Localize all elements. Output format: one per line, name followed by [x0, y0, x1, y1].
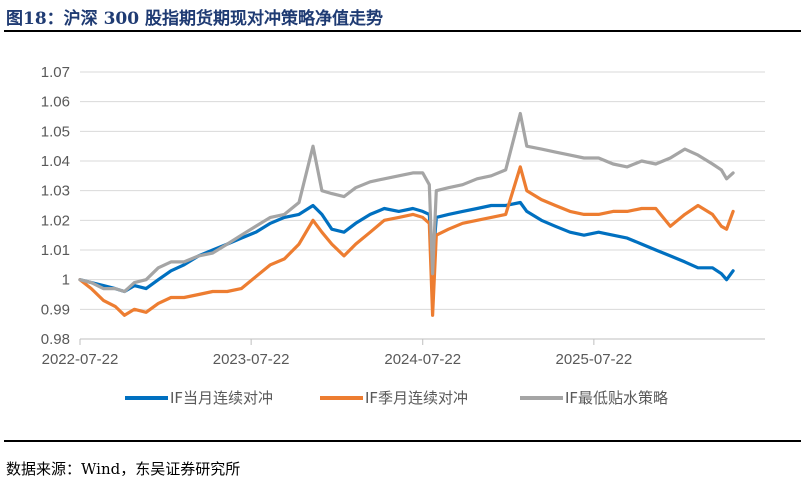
bottom-rule	[4, 440, 801, 442]
y-tick-label: 0.99	[41, 301, 70, 318]
y-tick-label: 1.05	[41, 123, 70, 140]
x-tick-label: 2024-07-22	[384, 351, 461, 368]
data-source-note: 数据来源：Wind，东吴证券研究所	[6, 460, 241, 478]
x-tick-label: 2023-07-22	[213, 351, 290, 368]
x-tick-label: 2025-07-22	[556, 351, 633, 368]
y-tick-label: 1.02	[41, 212, 70, 229]
series-line-1	[78, 200, 735, 294]
legend: IF当月连续对冲 IF季月连续对冲 IF最低贴水策略	[125, 389, 668, 407]
y-tick-label: 1.07	[41, 64, 70, 81]
y-tick-label: 0.98	[41, 331, 70, 348]
top-rule	[4, 30, 801, 32]
legend-label-1: IF当月连续对冲	[170, 389, 273, 407]
legend-label-2: IF季月连续对冲	[365, 389, 468, 407]
axes: 0.98 0.99 1 1.01 1.02 1.03 1.04 1.05 1.06 1.07 202…	[41, 64, 765, 368]
y-tick-label: 1	[62, 272, 70, 289]
x-tick-label: 2022-07-22	[42, 351, 119, 368]
y-tick-label: 1.03	[41, 183, 70, 200]
series-line-2	[78, 165, 735, 317]
figure-title: 图18：沪深 300 股指期货期现对冲策略净值走势	[6, 9, 383, 29]
y-tick-label: 1.01	[41, 242, 70, 259]
y-tick-label: 1.06	[41, 94, 70, 111]
series-line-3	[78, 111, 735, 294]
series-lines	[78, 111, 735, 317]
y-tick-label: 1.04	[41, 153, 70, 170]
legend-label-3: IF最低贴水策略	[565, 389, 668, 407]
